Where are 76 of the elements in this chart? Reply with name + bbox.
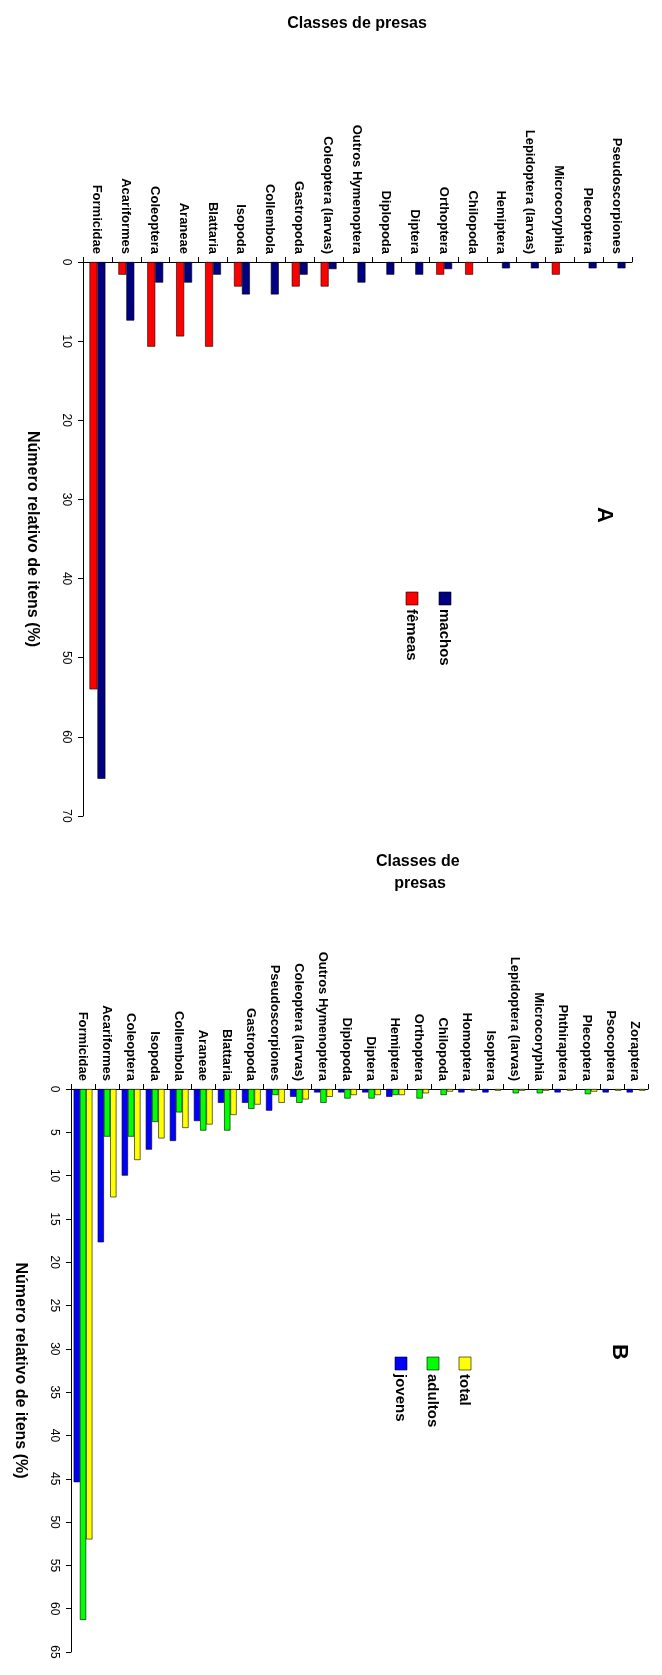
- x-tick-label: Lepidoptera (larvas): [523, 129, 539, 254]
- legend-label: total: [456, 1374, 474, 1406]
- legend-label: fêmeas: [403, 609, 421, 661]
- y-tick-label: 25: [48, 1298, 62, 1313]
- legend-label: machos: [436, 609, 454, 666]
- x-tick-label: Microcoryphia: [552, 165, 568, 255]
- x-tick-label: Diptera: [364, 1036, 380, 1082]
- y-tick-label: 50: [48, 1515, 62, 1530]
- legend-label: adultos: [424, 1374, 442, 1428]
- x-tick-label: Hemiptera: [494, 190, 510, 255]
- y-tick-label: 50: [60, 651, 74, 665]
- x-tick-label: Psocoptera: [604, 1010, 620, 1082]
- x-tick-label: Acariformes: [118, 178, 134, 254]
- x-tick-label: Isopoda: [234, 204, 250, 255]
- x-tick-label: Plecoptera: [580, 1014, 596, 1082]
- x-tick-label: Lepidoptera (larvas): [508, 956, 524, 1081]
- y-tick-label: 10: [48, 1168, 62, 1183]
- x-tick-label: Coleoptera (larvas): [321, 136, 337, 254]
- x-tick-label: Orthoptera: [436, 186, 452, 255]
- x-tick-label: Outros Hymenoptera: [315, 951, 331, 1082]
- y-tick-label: 60: [48, 1602, 62, 1616]
- x-tick-label: Gastropoda: [243, 1008, 259, 1082]
- x-tick-label: Plecoptera: [581, 187, 597, 255]
- x-tick-label: Chilopoda: [465, 190, 481, 255]
- x-tick-label: Coleoptera (larvas): [291, 963, 307, 1081]
- y-tick-label: 30: [48, 1342, 62, 1356]
- x-tick-label: Coleoptera: [123, 1013, 139, 1082]
- y-tick-label: 65: [48, 1645, 62, 1659]
- y-axis-title: Número relativo de itens (%): [12, 1262, 30, 1479]
- x-axis-title: Classes de presas: [375, 851, 465, 891]
- text: A: [592, 507, 618, 524]
- y-tick-label: 0: [48, 1085, 62, 1093]
- y-tick-label: 40: [60, 571, 74, 586]
- y-tick-label: 0: [60, 258, 74, 266]
- x-tick-label: Coleoptera: [147, 186, 163, 255]
- y-tick-label: 70: [60, 809, 74, 823]
- y-tick-label: 55: [48, 1558, 62, 1573]
- x-axis-title: Classes de presas: [287, 13, 427, 31]
- x-tick-label: Formicidae: [89, 184, 105, 254]
- y-axis-title: Número relativo de itens (%): [24, 430, 42, 648]
- y-tick-label: 10: [60, 334, 74, 349]
- x-tick-label: Diplopoda: [378, 190, 394, 255]
- y-tick-label: 35: [48, 1385, 62, 1400]
- x-tick-label: Isoptera: [484, 1030, 500, 1082]
- x-tick-label: Araneae: [176, 202, 192, 254]
- x-tick-label: Formicidae: [75, 1011, 91, 1081]
- x-tick-label: Collembola: [263, 183, 279, 255]
- y-tick-label: 15: [48, 1212, 62, 1226]
- x-tick-label: Blattaria: [205, 201, 221, 255]
- x-tick-label: Isopoda: [147, 1031, 163, 1082]
- legend-label: jovens: [392, 1373, 410, 1422]
- x-tick-label: Collembola: [171, 1010, 187, 1082]
- x-tick-label: Diplopoda: [339, 1017, 355, 1082]
- text: B: [607, 1344, 633, 1360]
- y-tick-label: 60: [60, 730, 74, 744]
- x-tick-label: Blattaria: [219, 1028, 235, 1082]
- x-tick-label: Gastropoda: [292, 181, 308, 255]
- x-tick-label: Homoptera: [460, 1012, 476, 1082]
- y-tick-label: 40: [48, 1428, 62, 1443]
- x-tick-label: Phthiraptera: [556, 1004, 572, 1082]
- y-tick-label: 5: [48, 1128, 62, 1136]
- x-tick-label: Orthoptera: [412, 1013, 428, 1082]
- x-tick-label: Acariformes: [99, 1005, 115, 1081]
- x-tick-label: Microcoryphia: [532, 992, 548, 1082]
- y-tick-label: 20: [48, 1255, 62, 1270]
- x-tick-label: Pseudoscorpiones: [267, 964, 283, 1081]
- x-tick-label: Araneae: [195, 1029, 211, 1081]
- x-tick-label: Pseudoscorpiones: [610, 137, 626, 254]
- y-tick-label: 20: [60, 413, 74, 428]
- x-tick-label: Diptera: [407, 209, 423, 255]
- x-tick-label: Zoraptera: [628, 1021, 644, 1082]
- y-tick-label: 45: [48, 1472, 62, 1486]
- x-tick-label: Hemiptera: [388, 1017, 404, 1082]
- y-tick-label: 30: [60, 492, 74, 507]
- x-tick-label: Chilopoda: [436, 1017, 452, 1082]
- x-tick-label: Outros Hymenoptera: [350, 124, 365, 255]
